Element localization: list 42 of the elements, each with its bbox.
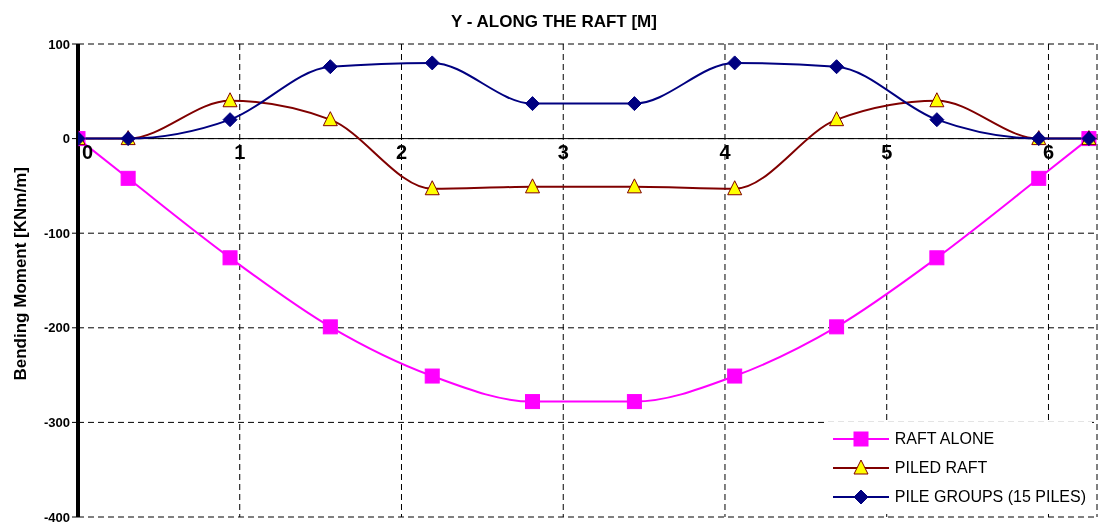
point xyxy=(727,368,743,384)
x-tick-label: 1 xyxy=(234,140,246,163)
point xyxy=(322,59,338,75)
point xyxy=(525,96,541,112)
y-tick-label: -300 xyxy=(43,415,70,431)
point xyxy=(222,250,238,266)
point xyxy=(929,112,945,128)
point xyxy=(424,180,440,196)
point xyxy=(120,170,136,186)
point xyxy=(525,394,541,410)
chart-title: Y - ALONG THE RAFT [M] xyxy=(450,12,658,32)
point xyxy=(424,55,440,71)
point xyxy=(626,178,642,194)
x-tick-label: 3 xyxy=(557,140,569,163)
y-tick-label: -100 xyxy=(43,225,70,241)
point xyxy=(929,250,945,266)
y-tick-label: 100 xyxy=(48,36,70,52)
point xyxy=(424,368,440,384)
point xyxy=(727,55,743,71)
y-tick-label: -200 xyxy=(43,320,70,336)
point xyxy=(626,394,642,410)
legend-label: PILED RAFT xyxy=(894,458,988,477)
point xyxy=(829,111,845,127)
point xyxy=(222,112,238,128)
y-tick-label: -400 xyxy=(43,509,70,525)
point xyxy=(1031,170,1047,186)
point xyxy=(829,319,845,335)
x-tick-label: 5 xyxy=(881,140,893,163)
point xyxy=(322,319,338,335)
x-tick-label: 0 xyxy=(82,140,94,163)
point xyxy=(322,111,338,127)
point xyxy=(929,92,945,108)
legend-label: PILE GROUPS (15 PILES) xyxy=(894,487,1086,506)
point xyxy=(222,92,238,108)
y-axis-title: Bending Moment [KNm/m] xyxy=(11,167,31,381)
x-tick-label: 6 xyxy=(1042,140,1055,163)
point xyxy=(626,96,642,112)
point xyxy=(525,178,541,194)
x-tick-label: 4 xyxy=(719,140,732,163)
legend-label: RAFT ALONE xyxy=(894,429,995,448)
point xyxy=(727,180,743,196)
point xyxy=(829,59,845,75)
